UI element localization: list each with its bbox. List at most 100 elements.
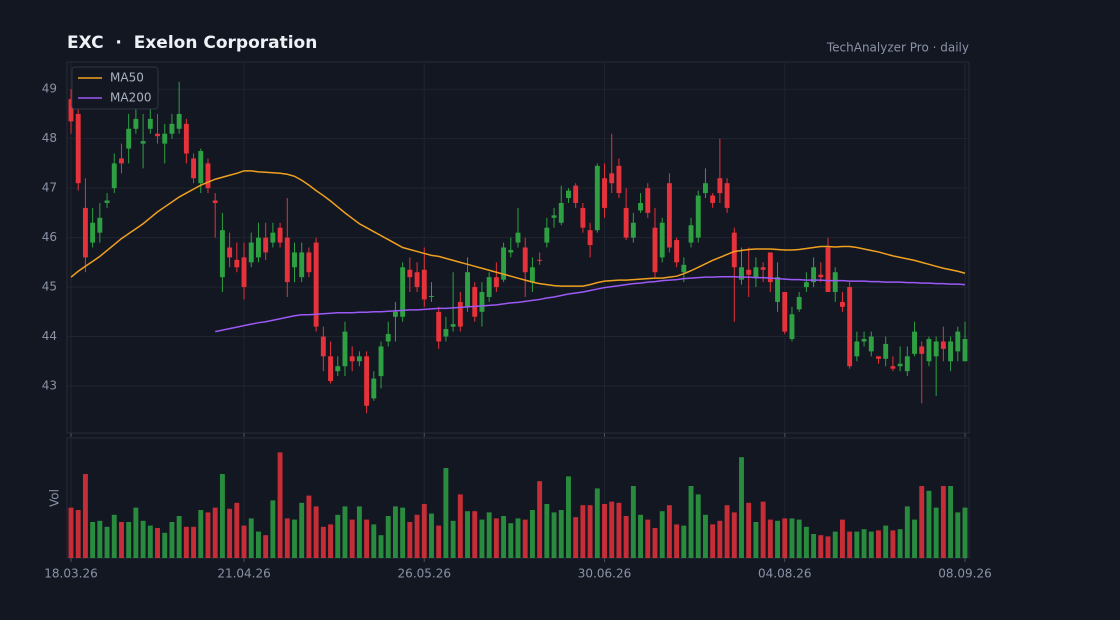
- y-tick-label: 44: [42, 329, 57, 343]
- candle-body: [630, 222, 636, 238]
- volume-bar: [753, 522, 759, 558]
- candle-body: [724, 183, 730, 208]
- candle-body: [450, 324, 456, 327]
- candle-body: [811, 267, 817, 283]
- candle-body: [486, 277, 492, 297]
- candle-body: [933, 341, 939, 357]
- volume-bar: [695, 494, 701, 558]
- volume-bar: [356, 506, 362, 558]
- candle-body: [803, 282, 809, 288]
- volume-bar: [933, 507, 939, 558]
- volume-bar: [659, 511, 665, 558]
- volume-bar: [176, 516, 182, 558]
- volume-bar: [378, 535, 384, 558]
- candle-body: [443, 329, 449, 337]
- candle-body: [277, 227, 283, 243]
- volume-bar: [638, 514, 644, 558]
- candle-body: [659, 222, 665, 258]
- candle-body: [955, 331, 961, 352]
- volume-bar: [508, 523, 514, 558]
- volume-bar: [457, 494, 463, 558]
- volume-bar: [746, 502, 752, 558]
- volume-bar: [501, 516, 507, 558]
- volume-bar: [573, 517, 579, 558]
- volume-bar: [147, 525, 153, 558]
- volume-bar: [392, 506, 398, 558]
- candle-body: [256, 237, 261, 258]
- y-tick-label: 49: [42, 82, 57, 96]
- volume-bar: [320, 526, 326, 558]
- candle-body: [126, 128, 132, 149]
- chart-subtitle: TechAnalyzer Pro · daily: [826, 41, 969, 55]
- volume-bar: [811, 534, 817, 558]
- candle-body: [638, 202, 644, 211]
- candle-body: [789, 314, 795, 340]
- volume-bar: [789, 518, 795, 558]
- candle-body: [400, 267, 406, 317]
- candle-body: [566, 190, 571, 199]
- candle-body: [248, 242, 254, 263]
- volume-bar: [825, 536, 831, 558]
- volume-bar: [111, 514, 117, 558]
- candle-body: [847, 287, 853, 367]
- volume-bar: [681, 525, 687, 558]
- volume-bar: [919, 486, 925, 558]
- volume-bar: [948, 486, 954, 558]
- volume-bar: [443, 468, 449, 558]
- candle-body: [796, 296, 802, 310]
- x-tick-label: 18.03.26: [44, 567, 97, 581]
- volume-bar: [926, 490, 932, 558]
- y-tick-label: 43: [42, 379, 57, 393]
- candle-body: [205, 163, 211, 189]
- volume-bar: [342, 506, 348, 558]
- candle-body: [710, 195, 716, 203]
- candle-body: [674, 240, 680, 263]
- candle-body: [587, 230, 593, 246]
- candle-body: [162, 133, 168, 144]
- volume-bar: [270, 500, 276, 558]
- volume-bar: [429, 513, 434, 558]
- candle-body: [818, 274, 824, 278]
- candle-body: [695, 195, 701, 238]
- volume-bar: [544, 504, 550, 558]
- volume-bars: [68, 452, 968, 558]
- candle-body: [753, 267, 759, 278]
- candle-body: [760, 267, 766, 270]
- candle-body: [378, 346, 384, 377]
- candle-body: [241, 257, 247, 288]
- volume-bar: [645, 519, 651, 558]
- candle-body: [515, 232, 521, 243]
- volume-bar: [465, 511, 470, 558]
- volume-bar: [897, 529, 903, 558]
- candle-body: [883, 343, 889, 359]
- volume-bar: [277, 452, 283, 558]
- candle-body: [356, 356, 362, 362]
- candle-body: [739, 267, 744, 280]
- candle-body: [385, 334, 391, 342]
- y-tick-label: 47: [42, 181, 57, 195]
- volume-bar: [90, 522, 96, 558]
- volume-bar: [767, 519, 773, 558]
- candle-body: [183, 123, 189, 154]
- candle-body: [68, 99, 74, 122]
- candle-body: [465, 272, 470, 307]
- volume-bar: [803, 526, 809, 558]
- volume-bar: [782, 518, 788, 558]
- candle-body: [292, 252, 297, 268]
- candle-body: [868, 336, 874, 352]
- candle-body: [861, 339, 867, 342]
- volume-bar: [703, 514, 708, 558]
- y-tick-label: 45: [42, 280, 57, 294]
- candle-body: [904, 356, 910, 372]
- volume-bar: [515, 518, 521, 558]
- volume-bar: [890, 530, 896, 558]
- volume-bar: [421, 504, 427, 558]
- candle-body: [457, 301, 463, 327]
- candle-body: [155, 133, 160, 137]
- candle-body: [75, 113, 81, 184]
- candle-body: [537, 259, 543, 261]
- candle-body: [227, 247, 233, 258]
- candle-body: [717, 178, 723, 194]
- candle-body: [775, 277, 780, 302]
- candle-body: [147, 118, 153, 129]
